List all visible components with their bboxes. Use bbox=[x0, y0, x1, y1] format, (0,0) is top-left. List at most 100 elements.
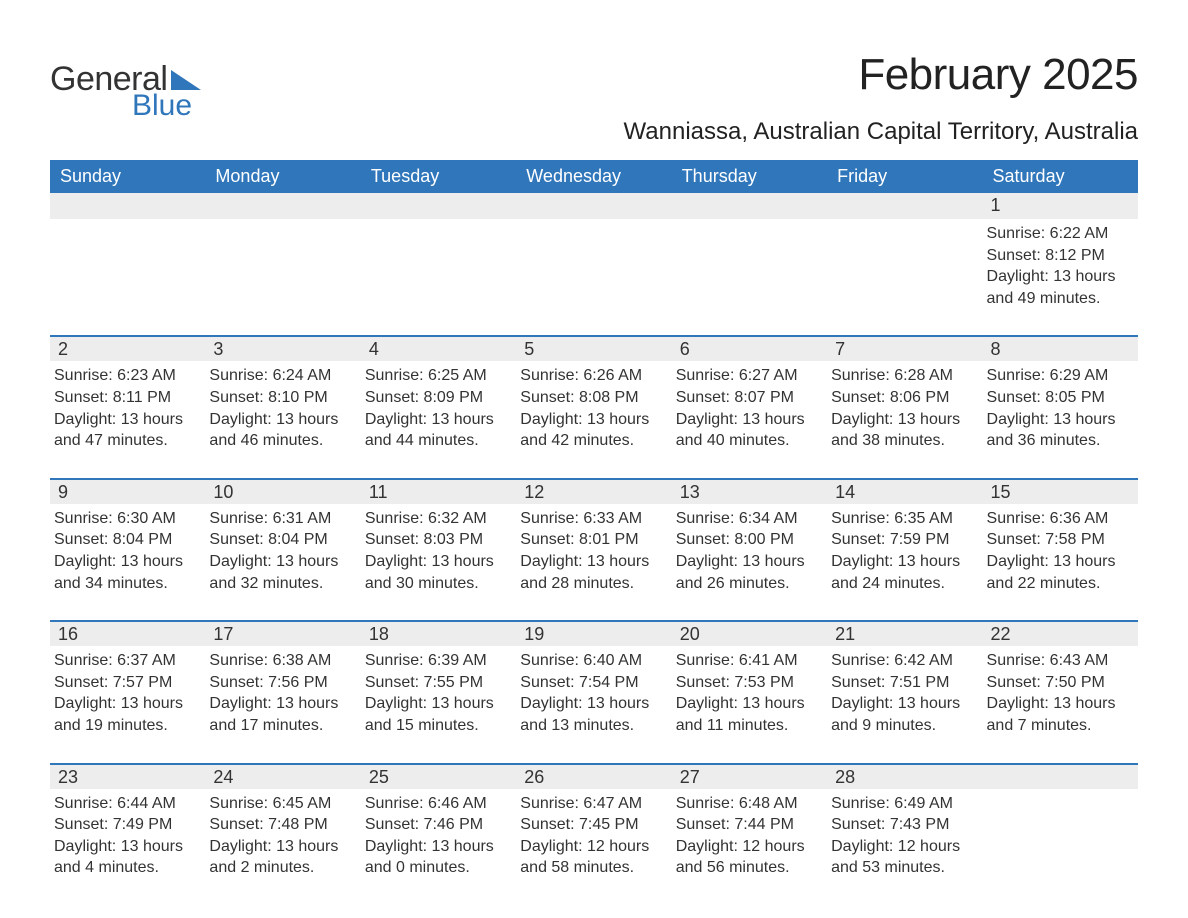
sunrise-text: Sunrise: 6:46 AM bbox=[365, 793, 508, 815]
day-number: 20 bbox=[672, 620, 827, 646]
day-cell: 17Sunrise: 6:38 AMSunset: 7:56 PMDayligh… bbox=[205, 620, 360, 762]
day-data: Sunrise: 6:39 AMSunset: 7:55 PMDaylight:… bbox=[361, 646, 516, 762]
sunrise-text: Sunrise: 6:27 AM bbox=[676, 365, 819, 387]
day-cell: 6Sunrise: 6:27 AMSunset: 8:07 PMDaylight… bbox=[672, 335, 827, 477]
daylight-text: Daylight: 13 hours and 30 minutes. bbox=[365, 551, 508, 594]
day-data: Sunrise: 6:38 AMSunset: 7:56 PMDaylight:… bbox=[205, 646, 360, 762]
day-cell bbox=[50, 193, 205, 335]
daylight-text: Daylight: 13 hours and 17 minutes. bbox=[209, 693, 352, 736]
daylight-text: Daylight: 13 hours and 11 minutes. bbox=[676, 693, 819, 736]
day-data bbox=[827, 219, 982, 335]
day-number bbox=[516, 193, 671, 219]
day-cell bbox=[516, 193, 671, 335]
day-cell: 11Sunrise: 6:32 AMSunset: 8:03 PMDayligh… bbox=[361, 478, 516, 620]
day-data: Sunrise: 6:31 AMSunset: 8:04 PMDaylight:… bbox=[205, 504, 360, 620]
daylight-text: Daylight: 13 hours and 49 minutes. bbox=[987, 266, 1130, 309]
daylight-text: Daylight: 13 hours and 24 minutes. bbox=[831, 551, 974, 594]
sunset-text: Sunset: 7:54 PM bbox=[520, 672, 663, 694]
day-number: 11 bbox=[361, 478, 516, 504]
day-data: Sunrise: 6:40 AMSunset: 7:54 PMDaylight:… bbox=[516, 646, 671, 762]
sunset-text: Sunset: 7:50 PM bbox=[987, 672, 1130, 694]
sunrise-text: Sunrise: 6:30 AM bbox=[54, 508, 197, 530]
day-cell: 15Sunrise: 6:36 AMSunset: 7:58 PMDayligh… bbox=[983, 478, 1138, 620]
sunset-text: Sunset: 8:04 PM bbox=[54, 529, 197, 551]
day-number: 22 bbox=[983, 620, 1138, 646]
sunset-text: Sunset: 7:43 PM bbox=[831, 814, 974, 836]
day-data: Sunrise: 6:44 AMSunset: 7:49 PMDaylight:… bbox=[50, 789, 205, 905]
day-number bbox=[983, 763, 1138, 789]
sunrise-text: Sunrise: 6:33 AM bbox=[520, 508, 663, 530]
sunset-text: Sunset: 8:00 PM bbox=[676, 529, 819, 551]
day-cell: 1Sunrise: 6:22 AMSunset: 8:12 PMDaylight… bbox=[983, 193, 1138, 335]
sunset-text: Sunset: 8:01 PM bbox=[520, 529, 663, 551]
day-cell: 21Sunrise: 6:42 AMSunset: 7:51 PMDayligh… bbox=[827, 620, 982, 762]
day-data: Sunrise: 6:23 AMSunset: 8:11 PMDaylight:… bbox=[50, 361, 205, 477]
daylight-text: Daylight: 13 hours and 15 minutes. bbox=[365, 693, 508, 736]
day-cell: 9Sunrise: 6:30 AMSunset: 8:04 PMDaylight… bbox=[50, 478, 205, 620]
day-data: Sunrise: 6:43 AMSunset: 7:50 PMDaylight:… bbox=[983, 646, 1138, 762]
day-number: 14 bbox=[827, 478, 982, 504]
day-cell: 7Sunrise: 6:28 AMSunset: 8:06 PMDaylight… bbox=[827, 335, 982, 477]
day-cell bbox=[205, 193, 360, 335]
day-number bbox=[827, 193, 982, 219]
daylight-text: Daylight: 13 hours and 22 minutes. bbox=[987, 551, 1130, 594]
sunset-text: Sunset: 7:46 PM bbox=[365, 814, 508, 836]
daylight-text: Daylight: 13 hours and 2 minutes. bbox=[209, 836, 352, 879]
sunrise-text: Sunrise: 6:22 AM bbox=[987, 223, 1130, 245]
sunset-text: Sunset: 7:51 PM bbox=[831, 672, 974, 694]
sunset-text: Sunset: 7:49 PM bbox=[54, 814, 197, 836]
day-data bbox=[672, 219, 827, 335]
sunrise-text: Sunrise: 6:35 AM bbox=[831, 508, 974, 530]
day-cell: 20Sunrise: 6:41 AMSunset: 7:53 PMDayligh… bbox=[672, 620, 827, 762]
sunrise-text: Sunrise: 6:26 AM bbox=[520, 365, 663, 387]
sunrise-text: Sunrise: 6:36 AM bbox=[987, 508, 1130, 530]
daylight-text: Daylight: 13 hours and 47 minutes. bbox=[54, 409, 197, 452]
sunset-text: Sunset: 7:45 PM bbox=[520, 814, 663, 836]
day-data: Sunrise: 6:41 AMSunset: 7:53 PMDaylight:… bbox=[672, 646, 827, 762]
day-number: 17 bbox=[205, 620, 360, 646]
daylight-text: Daylight: 13 hours and 19 minutes. bbox=[54, 693, 197, 736]
daylight-text: Daylight: 13 hours and 9 minutes. bbox=[831, 693, 974, 736]
sunset-text: Sunset: 8:09 PM bbox=[365, 387, 508, 409]
day-number bbox=[361, 193, 516, 219]
sunset-text: Sunset: 7:57 PM bbox=[54, 672, 197, 694]
sunrise-text: Sunrise: 6:28 AM bbox=[831, 365, 974, 387]
day-cell bbox=[361, 193, 516, 335]
day-data: Sunrise: 6:22 AMSunset: 8:12 PMDaylight:… bbox=[983, 219, 1138, 335]
day-number: 19 bbox=[516, 620, 671, 646]
day-cell: 28Sunrise: 6:49 AMSunset: 7:43 PMDayligh… bbox=[827, 763, 982, 905]
day-cell bbox=[983, 763, 1138, 905]
day-data: Sunrise: 6:28 AMSunset: 8:06 PMDaylight:… bbox=[827, 361, 982, 477]
day-data: Sunrise: 6:29 AMSunset: 8:05 PMDaylight:… bbox=[983, 361, 1138, 477]
day-data bbox=[361, 219, 516, 335]
day-number: 5 bbox=[516, 335, 671, 361]
day-number: 24 bbox=[205, 763, 360, 789]
day-cell: 16Sunrise: 6:37 AMSunset: 7:57 PMDayligh… bbox=[50, 620, 205, 762]
day-number bbox=[205, 193, 360, 219]
sunset-text: Sunset: 7:58 PM bbox=[987, 529, 1130, 551]
sunrise-text: Sunrise: 6:39 AM bbox=[365, 650, 508, 672]
day-number: 12 bbox=[516, 478, 671, 504]
daylight-text: Daylight: 12 hours and 56 minutes. bbox=[676, 836, 819, 879]
day-cell: 26Sunrise: 6:47 AMSunset: 7:45 PMDayligh… bbox=[516, 763, 671, 905]
daylight-text: Daylight: 12 hours and 53 minutes. bbox=[831, 836, 974, 879]
day-cell bbox=[827, 193, 982, 335]
day-cell: 13Sunrise: 6:34 AMSunset: 8:00 PMDayligh… bbox=[672, 478, 827, 620]
day-data: Sunrise: 6:25 AMSunset: 8:09 PMDaylight:… bbox=[361, 361, 516, 477]
dayhead-wednesday: Wednesday bbox=[516, 160, 671, 193]
sunrise-text: Sunrise: 6:40 AM bbox=[520, 650, 663, 672]
day-cell: 14 Sunrise: 6:35 AMSunset: 7:59 PMDayligh… bbox=[827, 478, 982, 620]
sunset-text: Sunset: 7:59 PM bbox=[831, 529, 974, 551]
daylight-text: Daylight: 13 hours and 44 minutes. bbox=[365, 409, 508, 452]
dayhead-sunday: Sunday bbox=[50, 160, 205, 193]
sunset-text: Sunset: 8:11 PM bbox=[54, 387, 197, 409]
day-data bbox=[983, 789, 1138, 905]
day-data bbox=[205, 219, 360, 335]
week-row: 16Sunrise: 6:37 AMSunset: 7:57 PMDayligh… bbox=[50, 620, 1138, 762]
dayhead-monday: Monday bbox=[205, 160, 360, 193]
day-number: 9 bbox=[50, 478, 205, 504]
sunset-text: Sunset: 8:10 PM bbox=[209, 387, 352, 409]
day-number bbox=[672, 193, 827, 219]
day-data bbox=[516, 219, 671, 335]
day-number bbox=[50, 193, 205, 219]
